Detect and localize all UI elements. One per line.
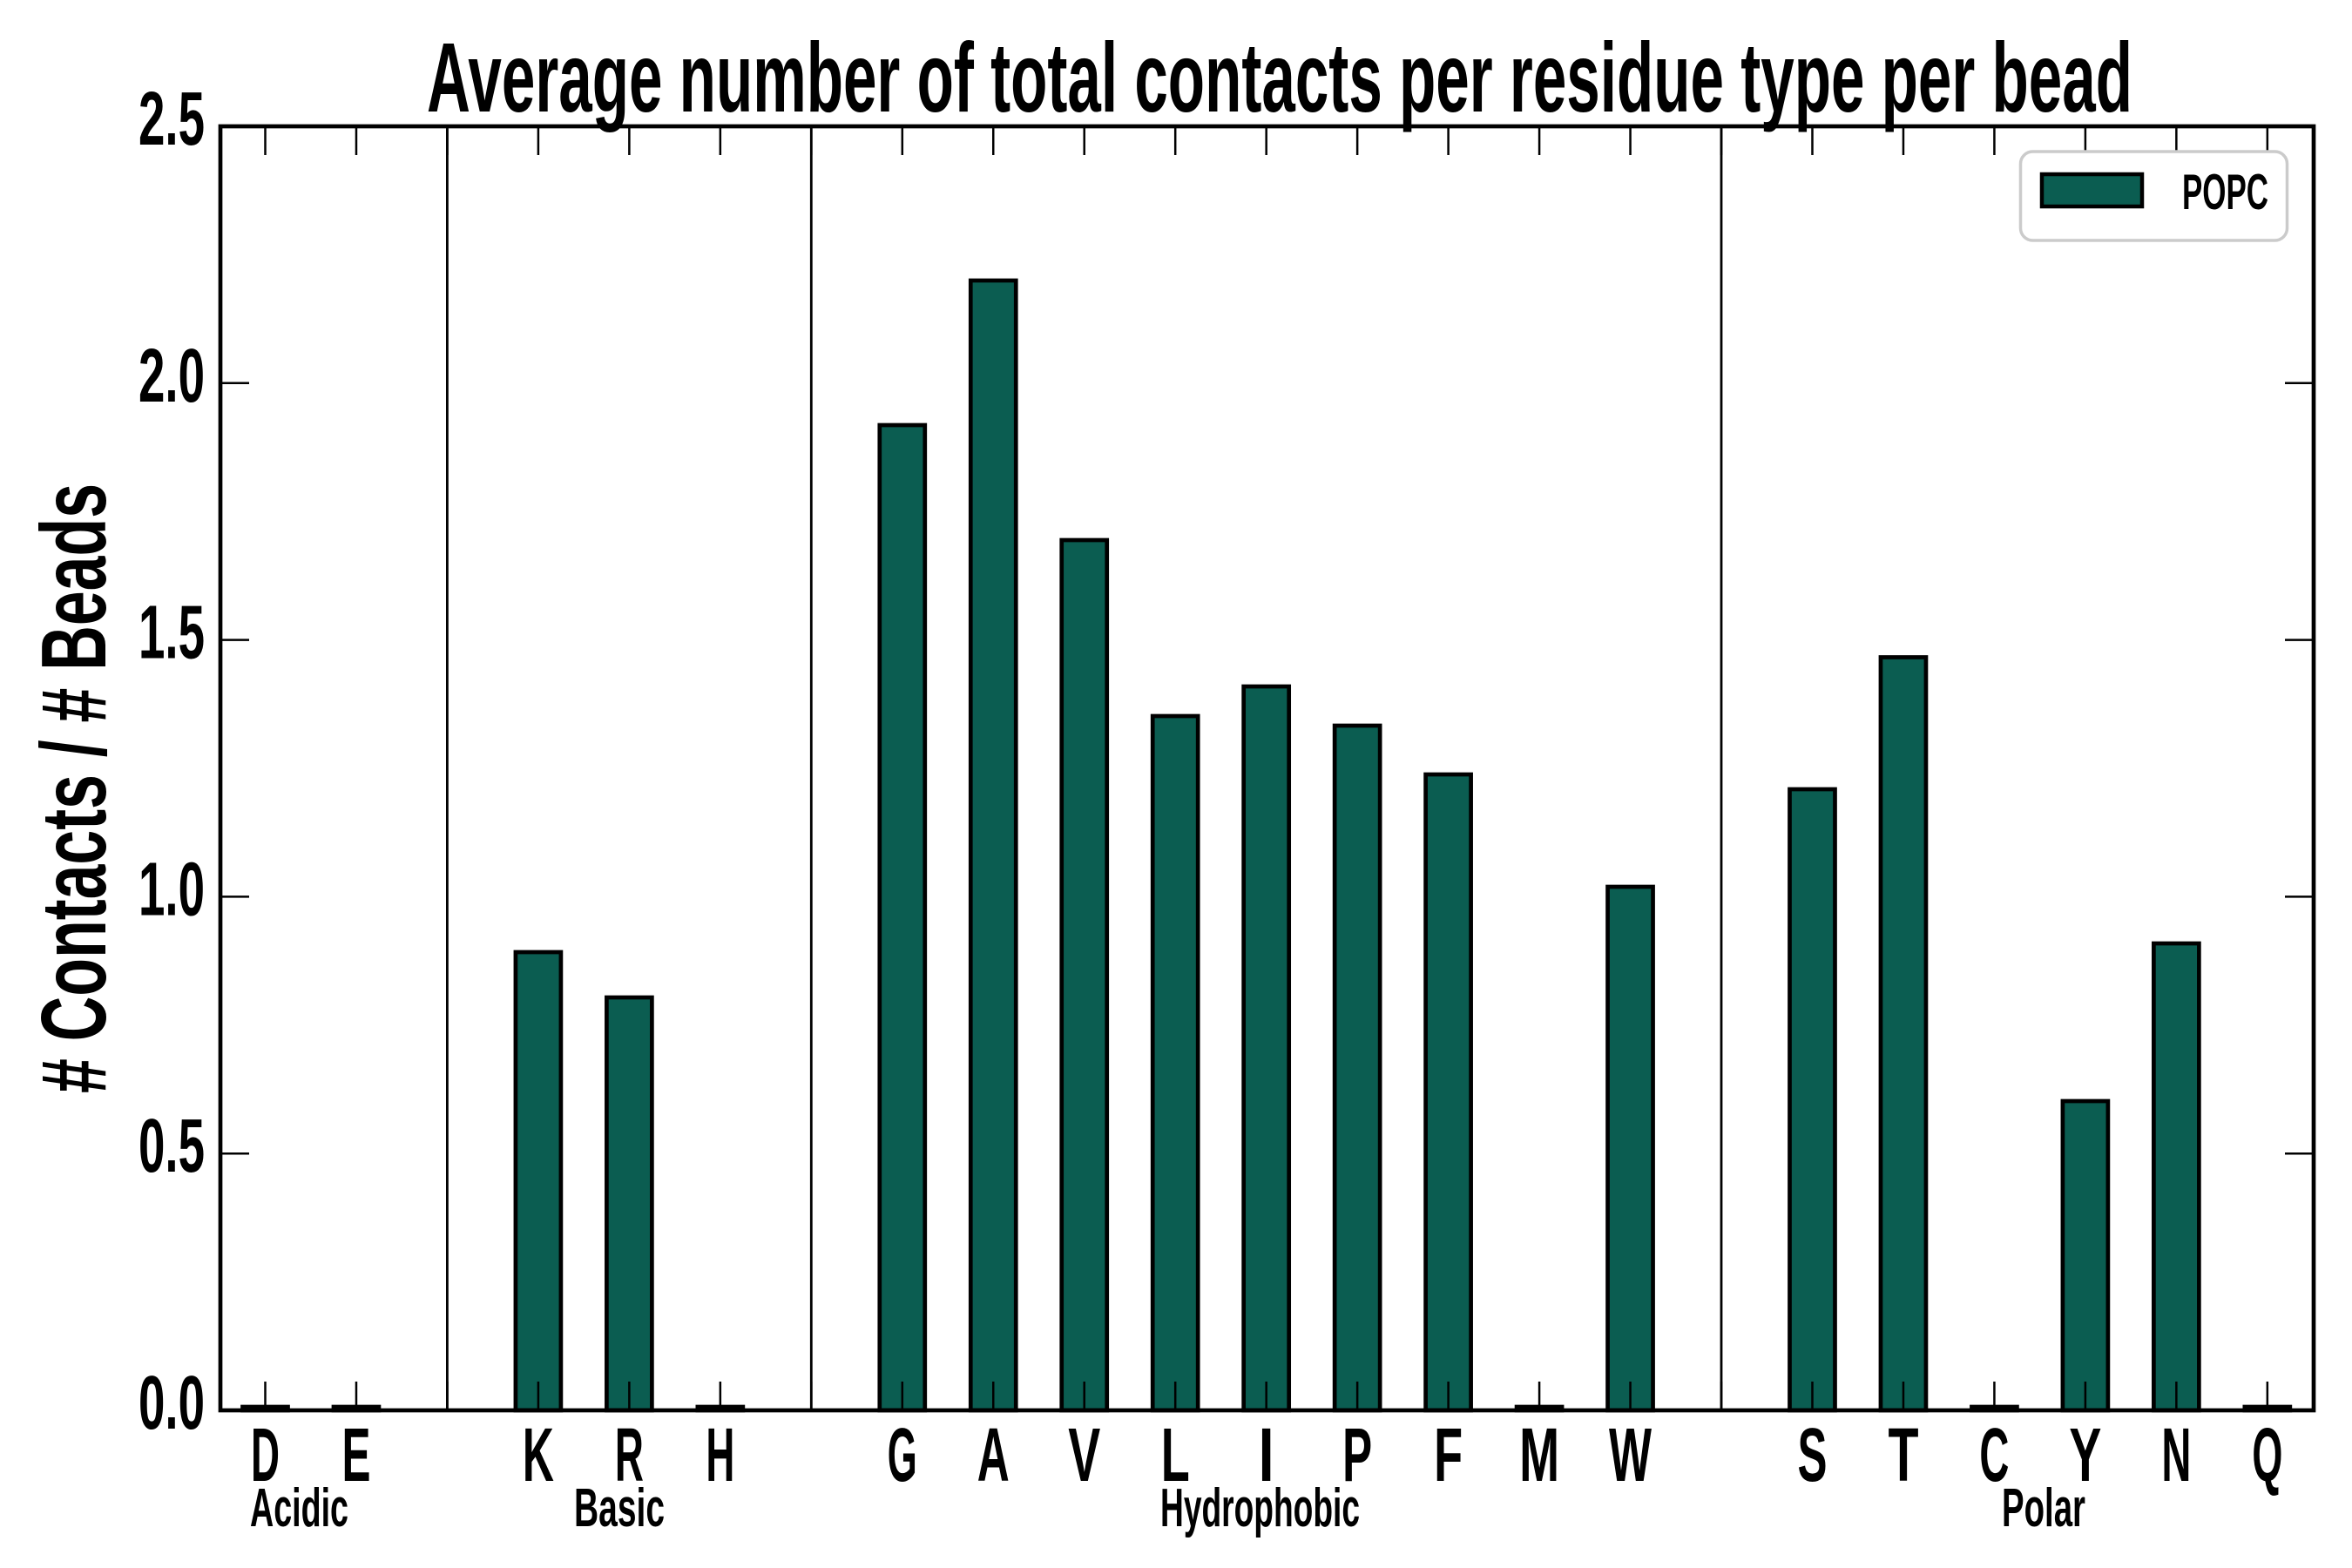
svg-text:P: P bbox=[1342, 1413, 1372, 1497]
svg-text:W: W bbox=[1609, 1413, 1652, 1497]
svg-text:S: S bbox=[1797, 1413, 1827, 1497]
svg-text:M: M bbox=[1519, 1413, 1559, 1497]
svg-text:1.0: 1.0 bbox=[139, 847, 205, 931]
svg-text:A: A bbox=[977, 1413, 1010, 1497]
svg-text:F: F bbox=[1434, 1413, 1463, 1497]
svg-text:R: R bbox=[615, 1413, 644, 1497]
svg-text:L: L bbox=[1161, 1413, 1190, 1497]
svg-text:2.0: 2.0 bbox=[139, 334, 205, 418]
svg-text:POPC: POPC bbox=[2182, 165, 2268, 220]
svg-text:2.5: 2.5 bbox=[139, 77, 205, 161]
svg-text:1.5: 1.5 bbox=[139, 591, 205, 675]
svg-text:0.5: 0.5 bbox=[139, 1104, 205, 1188]
svg-text:G: G bbox=[888, 1413, 917, 1497]
svg-text:V: V bbox=[1068, 1413, 1100, 1497]
svg-text:Y: Y bbox=[2069, 1413, 2101, 1497]
svg-text:Basic: Basic bbox=[574, 1478, 665, 1538]
svg-text:K: K bbox=[523, 1413, 554, 1497]
svg-text:0.0: 0.0 bbox=[139, 1361, 205, 1445]
svg-text:C: C bbox=[1979, 1413, 2009, 1497]
svg-text:Hydrophobic: Hydrophobic bbox=[1160, 1478, 1360, 1538]
svg-text:D: D bbox=[251, 1413, 280, 1497]
svg-text:H: H bbox=[706, 1413, 734, 1497]
svg-text:Average number of total contac: Average number of total contacts per res… bbox=[427, 23, 2132, 133]
svg-text:Acidic: Acidic bbox=[250, 1478, 348, 1538]
svg-text:E: E bbox=[341, 1413, 370, 1497]
svg-text:I: I bbox=[1259, 1413, 1274, 1497]
svg-text:Polar: Polar bbox=[2002, 1478, 2085, 1538]
svg-text:Q: Q bbox=[2252, 1413, 2282, 1497]
svg-text:N: N bbox=[2161, 1413, 2191, 1497]
svg-text:# Contacts / # Beads: # Contacts / # Beads bbox=[23, 483, 125, 1093]
svg-text:T: T bbox=[1888, 1413, 1918, 1497]
